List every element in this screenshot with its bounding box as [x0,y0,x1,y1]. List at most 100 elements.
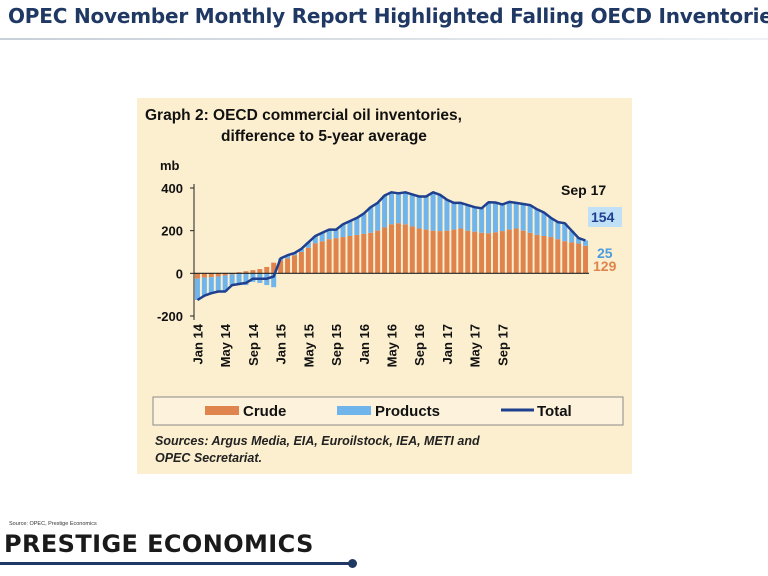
products-bar [562,223,568,242]
crude-bar [264,266,270,274]
crude-bar [479,232,485,274]
crude-bar [534,234,540,274]
products-bar [222,275,228,292]
products-bar [437,194,443,232]
total-series-line [196,191,586,302]
footer-divider-dot [348,559,357,568]
y-axis-unit-label: mb [160,158,180,173]
title-divider [0,38,768,40]
products-bar [548,217,554,238]
products-bar [451,202,457,230]
crude-bar [520,230,526,274]
products-bar [576,238,582,244]
crude-bar [465,230,471,274]
products-bar [583,240,589,246]
y-tick-label: 200 [161,224,183,239]
products-bar [492,202,498,233]
products-bar [305,242,311,248]
crude-bar [347,236,353,274]
footer-brand-logo: PRESTIGE ECONOMICS [4,530,314,558]
crude-bar [312,243,318,274]
crude-bar [215,273,221,277]
sources-line-2: OPEC Secretariat. [155,451,262,465]
products-bar [555,222,561,240]
crude-bar [395,223,401,274]
crude-bar [361,233,367,274]
x-tick-label: May 14 [218,323,233,367]
annotation-period: Sep 17 [561,182,606,198]
crude-bar [291,255,297,274]
crude-bar [409,226,415,274]
chart-panel: Graph 2: OECD commercial oil inventories… [137,98,632,474]
crude-bar [576,243,582,274]
y-tick-label: 0 [176,266,183,281]
crude-bar [492,232,498,274]
products-bar [354,217,360,235]
annotation-total-value: 129 [593,258,617,274]
products-bar [368,207,374,233]
legend: Crude Products Total [152,396,624,426]
products-bar [333,229,339,239]
products-bar [416,196,422,229]
products-bar [541,212,547,236]
crude-bar [201,273,207,278]
products-bar [340,224,346,238]
legend-total-label: Total [537,403,572,420]
crude-bar [354,234,360,274]
products-bar [194,278,200,300]
crude-bar [194,273,200,279]
sources-line-1: Sources: Argus Media, EIA, Euroilstock, … [155,434,480,448]
x-tick-label: Sep 16 [412,324,427,366]
products-bar [347,221,353,236]
crude-bar [368,232,374,274]
crude-bar [472,231,478,274]
crude-bar [305,247,311,274]
crude-bar [375,230,381,274]
products-bar [298,248,304,252]
crude-bar [506,229,512,274]
crude-bar [437,231,443,274]
products-bar [486,202,492,234]
x-tick-label: Jan 15 [274,324,289,364]
products-bar [465,205,471,231]
crude-bar [257,269,263,274]
products-bar [444,199,450,231]
crude-bar [444,230,450,274]
crude-bar [285,258,291,274]
x-tick-label: Jan 16 [357,324,372,364]
products-bar [520,204,526,231]
crude-bar [319,241,325,274]
crude-bar [499,231,505,274]
products-bar [382,195,388,228]
crude-bar [451,229,457,274]
y-axis-ticks: 400 200 0 -200 [157,181,194,324]
crude-bar [278,260,284,274]
annotation-crude-value: 25 [597,245,613,261]
products-bar [389,192,394,225]
crude-bar [389,224,394,274]
crude-bar [458,228,464,274]
bar-marks [194,192,589,300]
crude-bar [569,242,575,274]
products-bar [285,255,291,259]
crude-bar [333,238,339,274]
products-bar [409,194,415,227]
crude-bar [222,273,228,276]
products-bar [534,209,540,235]
products-bar [402,192,408,225]
crude-bar [382,227,388,274]
footer-source: Source: OPEC, Prestige Economics [9,521,97,527]
products-bar [430,192,436,231]
annotation-products-value: 154 [591,209,615,225]
crude-bar [402,224,408,274]
x-tick-label: Jan 14 [191,323,206,364]
crude-bar [548,237,554,274]
products-bar [326,229,332,240]
products-bar [271,273,277,288]
inventory-chart: Graph 2: OECD commercial oil inventories… [145,107,624,465]
crude-bar [527,232,533,274]
x-tick-label: Sep 14 [246,323,261,366]
products-bar [479,208,485,233]
crude-bar [562,241,568,274]
x-tick-label: May 16 [385,324,400,367]
